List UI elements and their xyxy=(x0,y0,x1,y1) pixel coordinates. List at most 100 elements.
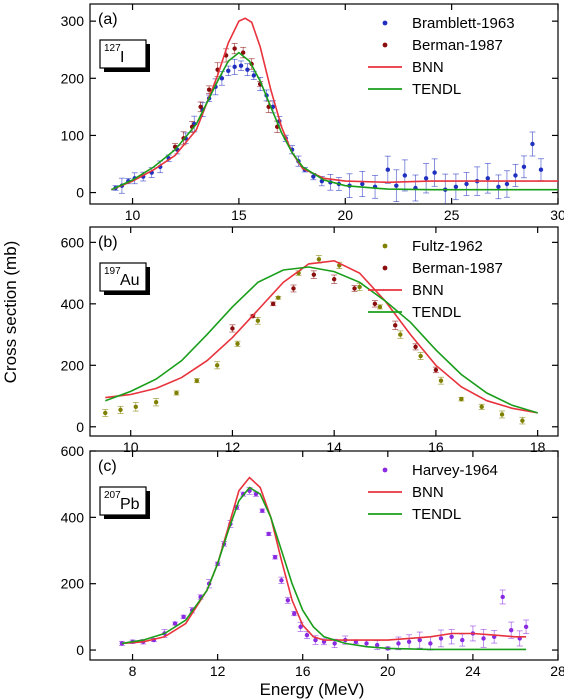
y-tick-label: 200 xyxy=(61,357,85,373)
data-point xyxy=(530,141,535,147)
data-point xyxy=(485,176,490,181)
x-tick-label: 16 xyxy=(295,663,311,679)
data-point xyxy=(331,277,337,282)
y-axis-label: Cross section (mb) xyxy=(1,241,20,384)
x-tick-label: 10 xyxy=(123,439,139,455)
data-point xyxy=(133,404,138,410)
data-point xyxy=(385,167,391,172)
data-point xyxy=(479,404,484,410)
data-point xyxy=(285,598,291,603)
data-point xyxy=(232,46,237,51)
data-point xyxy=(292,611,297,616)
plot-area xyxy=(110,17,558,204)
legend-swatch xyxy=(382,20,388,26)
series-line-tendl xyxy=(110,51,558,191)
data-point xyxy=(432,170,437,175)
x-tick-label: 12 xyxy=(225,439,241,455)
data-point xyxy=(394,183,399,188)
data-point xyxy=(360,181,365,187)
series-line-tendl xyxy=(105,266,538,414)
data-point xyxy=(255,318,261,323)
legend-swatch xyxy=(382,42,388,48)
x-tick-label: 30 xyxy=(550,207,564,223)
data-point xyxy=(496,184,501,190)
data-point xyxy=(438,636,444,641)
data-point xyxy=(521,164,527,170)
data-point xyxy=(538,167,544,172)
y-tick-label: 600 xyxy=(61,234,85,250)
x-tick-label: 8 xyxy=(129,663,137,679)
data-point xyxy=(103,410,108,416)
data-point xyxy=(230,326,235,331)
data-point xyxy=(313,637,318,643)
y-tick-label: 0 xyxy=(76,419,84,435)
x-tick-label: 28 xyxy=(550,663,564,679)
nucleus-mass: 197 xyxy=(104,266,121,277)
data-point xyxy=(291,286,296,291)
panel-label: (b) xyxy=(98,234,118,251)
data-point xyxy=(206,87,212,92)
data-point xyxy=(513,173,518,178)
legend-swatch xyxy=(382,467,388,473)
y-tick-label: 200 xyxy=(61,70,85,86)
data-point xyxy=(464,181,469,187)
legend-swatch xyxy=(382,243,388,249)
legend-label: TENDL xyxy=(412,304,461,321)
y-tick-label: 400 xyxy=(61,509,85,525)
y-tick-label: 0 xyxy=(76,642,84,658)
legend-label: TENDL xyxy=(412,506,461,523)
data-point xyxy=(413,344,418,350)
data-point xyxy=(406,639,412,644)
plot-frame xyxy=(89,450,559,661)
legend-label: BNN xyxy=(412,282,444,299)
plot-area xyxy=(118,476,530,651)
series-line-tendl xyxy=(121,486,527,651)
data-point xyxy=(500,594,505,600)
plot-frame xyxy=(89,226,559,437)
data-point xyxy=(438,378,444,383)
data-point xyxy=(260,508,265,513)
nucleus-symbol: I xyxy=(120,49,124,66)
panel-label: (a) xyxy=(98,11,118,28)
plot-frame xyxy=(89,3,559,205)
data-point xyxy=(118,407,123,413)
x-tick-label: 18 xyxy=(530,439,546,455)
nucleus-box xyxy=(99,39,147,69)
y-tick-label: 300 xyxy=(61,13,85,29)
data-point xyxy=(311,272,317,277)
legend-swatch xyxy=(382,265,388,271)
data-point xyxy=(433,367,439,373)
data-point xyxy=(396,641,401,646)
x-tick-label: 20 xyxy=(380,663,396,679)
series-line-bnn xyxy=(105,259,538,414)
legend-label: Bramblett-1963 xyxy=(412,15,515,32)
nucleus-box xyxy=(99,486,147,516)
y-tick-label: 400 xyxy=(61,296,85,312)
y-tick-label: 600 xyxy=(61,443,85,459)
data-point xyxy=(428,641,433,646)
data-point xyxy=(499,412,505,417)
nucleus-symbol: Au xyxy=(120,272,140,289)
x-tick-label: 20 xyxy=(337,207,353,223)
data-point xyxy=(311,174,316,179)
data-point xyxy=(279,578,284,583)
data-point xyxy=(402,173,408,178)
data-point xyxy=(240,50,246,55)
panel-label: (c) xyxy=(98,458,117,475)
legend-label: Berman-1987 xyxy=(412,37,503,54)
data-point xyxy=(417,637,422,643)
data-point xyxy=(232,64,237,70)
data-point xyxy=(364,641,369,646)
nucleus-mass: 207 xyxy=(104,490,121,501)
legend-label: Fultz-1962 xyxy=(412,238,483,255)
data-point xyxy=(174,390,179,396)
data-point xyxy=(219,76,225,81)
data-point xyxy=(238,63,244,68)
series-line-bnn xyxy=(110,17,558,191)
legend-label: Berman-1987 xyxy=(412,260,503,277)
data-point xyxy=(298,624,303,630)
x-tick-label: 12 xyxy=(210,663,226,679)
